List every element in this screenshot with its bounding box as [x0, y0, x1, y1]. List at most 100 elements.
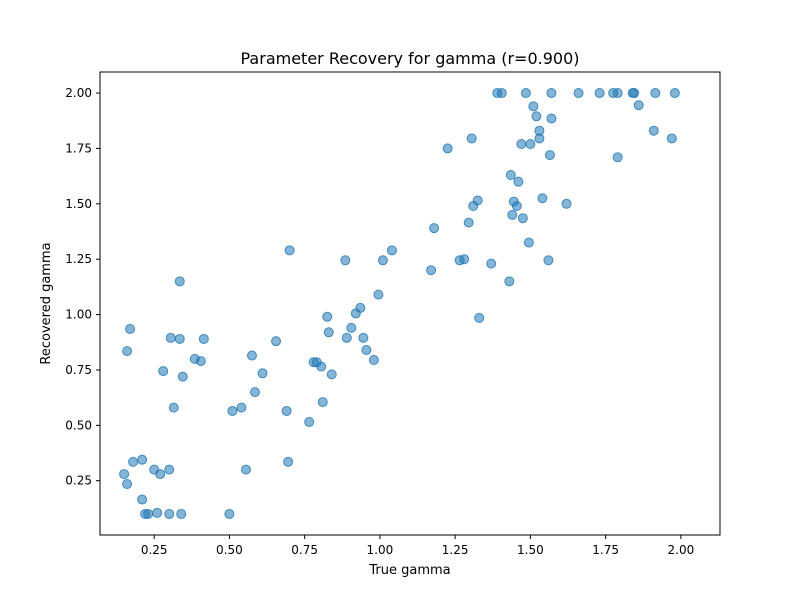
- data-point: [472, 195, 483, 206]
- data-point: [496, 88, 507, 99]
- data-point: [377, 255, 388, 266]
- data-point: [525, 138, 536, 149]
- data-point: [504, 276, 515, 287]
- data-point: [304, 417, 315, 428]
- data-point: [158, 366, 169, 377]
- data-point: [531, 111, 542, 122]
- data-point: [177, 371, 188, 382]
- data-point: [513, 176, 524, 187]
- data-point: [164, 508, 175, 519]
- data-point: [355, 302, 366, 313]
- data-point: [246, 350, 257, 361]
- y-tick-label: 1.75: [65, 141, 92, 155]
- data-point: [119, 469, 130, 480]
- data-point: [511, 201, 522, 212]
- data-point: [176, 508, 187, 519]
- data-point: [341, 332, 352, 343]
- data-point: [358, 332, 369, 343]
- data-point: [174, 276, 185, 287]
- y-tick-label: 1.25: [65, 252, 92, 266]
- data-point: [323, 327, 334, 338]
- data-point: [520, 88, 531, 99]
- data-point: [516, 138, 527, 149]
- data-point: [143, 508, 154, 519]
- data-point: [534, 133, 545, 144]
- data-point: [666, 133, 677, 144]
- x-axis-ticks: 0.25 0.50 0.75 1.00 1.25 1.50 1.75 2.00: [141, 535, 694, 557]
- data-point: [373, 289, 384, 300]
- data-point: [474, 312, 485, 323]
- data-point: [168, 402, 179, 413]
- data-point: [546, 113, 557, 124]
- x-tick-label: 1.50: [517, 543, 544, 557]
- data-point: [326, 369, 337, 380]
- data-point: [486, 258, 497, 269]
- data-point: [137, 494, 148, 505]
- x-tick-label: 2.00: [668, 543, 695, 557]
- y-tick-label: 0.25: [65, 474, 92, 488]
- data-point: [195, 356, 206, 367]
- data-point: [250, 387, 260, 398]
- x-axis-label: True gamma: [368, 563, 450, 578]
- data-point: [648, 125, 659, 136]
- y-tick-label: 1.50: [65, 197, 92, 211]
- data-point: [463, 217, 474, 228]
- data-point: [316, 361, 327, 372]
- data-point: [386, 245, 397, 256]
- data-point: [537, 193, 548, 204]
- data-point: [361, 345, 372, 356]
- data-point: [573, 88, 584, 99]
- points-layer: [119, 88, 680, 519]
- data-point: [633, 100, 644, 111]
- plot-area: 0.25 0.50 0.75 1.00 1.25 1.50 1.75 2.00 0.25 0.5…: [65, 71, 721, 557]
- data-point: [271, 336, 282, 347]
- data-point: [236, 402, 247, 413]
- data-point: [429, 223, 440, 234]
- chart-title: Parameter Recovery for gamma (r=0.900): [241, 49, 580, 68]
- data-point: [561, 198, 572, 209]
- data-point: [174, 333, 185, 344]
- data-point: [505, 170, 516, 181]
- data-point: [155, 469, 166, 480]
- x-tick-label: 0.25: [141, 543, 168, 557]
- data-point: [122, 346, 133, 357]
- data-point: [128, 456, 139, 467]
- x-tick-label: 1.75: [592, 543, 619, 557]
- data-point: [227, 405, 238, 416]
- data-point: [442, 143, 453, 154]
- data-point: [543, 255, 554, 266]
- x-tick-label: 1.00: [367, 543, 394, 557]
- data-point: [340, 255, 351, 266]
- data-point: [546, 88, 557, 99]
- data-point: [517, 213, 528, 224]
- data-point: [346, 322, 357, 333]
- data-point: [629, 88, 640, 99]
- data-point: [523, 237, 534, 248]
- y-axis-label: Recovered gamma: [39, 242, 54, 364]
- y-tick-label: 2.00: [65, 86, 92, 100]
- y-tick-label: 0.50: [65, 418, 92, 432]
- data-point: [317, 397, 328, 408]
- data-point: [224, 508, 235, 519]
- data-point: [283, 456, 294, 467]
- data-point: [281, 405, 292, 416]
- data-point: [284, 245, 295, 256]
- axes-frame: [99, 71, 721, 536]
- data-point: [528, 101, 539, 112]
- data-point: [612, 152, 623, 163]
- data-point: [544, 150, 555, 161]
- data-point: [137, 454, 148, 465]
- data-point: [612, 88, 623, 99]
- data-point: [240, 464, 251, 475]
- data-point: [459, 254, 470, 265]
- y-tick-label: 0.75: [65, 363, 92, 377]
- data-point: [164, 464, 175, 475]
- data-point: [125, 323, 136, 334]
- data-point: [466, 133, 477, 144]
- data-point: [594, 88, 605, 99]
- data-point: [198, 333, 209, 344]
- data-point: [322, 311, 333, 322]
- data-point: [122, 479, 133, 490]
- data-point: [426, 265, 437, 276]
